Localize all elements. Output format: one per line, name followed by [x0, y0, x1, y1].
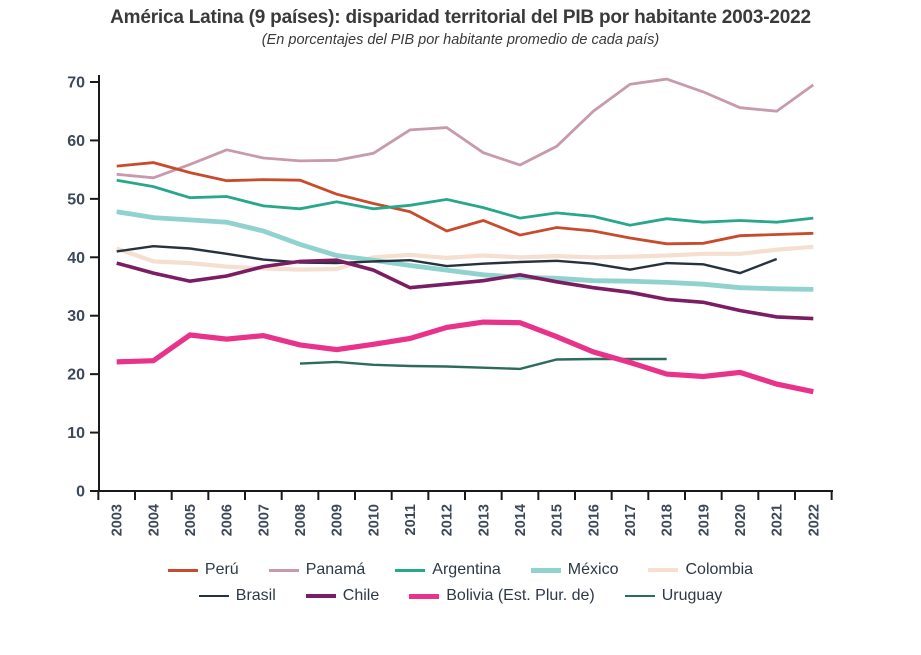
legend-label-panama: Panamá: [305, 561, 366, 578]
legend-swatch-brasil: [198, 595, 229, 597]
legend-item-colombia: Colombia: [648, 561, 753, 579]
legend-row-2: Brasil Chile Bolivia (Est. Plur. de) Urugua…: [0, 587, 921, 605]
legend-label-bolivia: Bolivia (Est. Plur. de): [446, 587, 595, 604]
plot-area: 0 10 20 30 40 50 60 70 2003 2004 2005 2006 2007 2008 2…: [67, 75, 833, 536]
legend-swatch-mexico: [530, 567, 561, 573]
x-tick-label: 2011: [403, 504, 419, 535]
legend-label-peru: Perú: [204, 561, 239, 578]
x-tick-label: 2012: [440, 504, 456, 536]
series-line-bolivia: [116, 319, 814, 395]
x-tick-label: 2019: [696, 504, 712, 536]
y-tick-label: 40: [67, 250, 85, 267]
x-tick-label: 2017: [623, 504, 639, 536]
x-tick-label: 2003: [110, 504, 126, 536]
x-tick-label: 2005: [183, 504, 199, 536]
x-tick-label: 2020: [733, 504, 749, 536]
x-tick-label: 2004: [146, 504, 162, 536]
y-tick-label: 20: [67, 367, 85, 384]
legend-label-uruguay: Uruguay: [661, 587, 723, 604]
legend-label-mexico: México: [567, 561, 619, 578]
legend-item-peru: Perú: [167, 561, 239, 579]
x-tick-label: 2015: [550, 504, 566, 536]
series-line-colombia: [116, 244, 814, 272]
x-tick-label: 2021: [770, 504, 786, 536]
x-tick-label: 2008: [293, 504, 309, 536]
series-line-peru: [116, 161, 814, 246]
legend-item-chile: Chile: [305, 587, 380, 605]
series-line-panama: [116, 77, 815, 180]
legend-item-uruguay: Uruguay: [624, 587, 723, 605]
y-tick-label: 10: [67, 425, 85, 442]
x-tick-label: 2009: [330, 504, 346, 536]
legend-swatch-argentina: [395, 568, 426, 572]
x-tick-label: 2013: [476, 504, 492, 536]
legend-swatch-peru: [167, 568, 198, 572]
legend-label-chile: Chile: [342, 587, 380, 604]
legend-item-panama: Panamá: [268, 561, 366, 579]
y-tick-label: 50: [67, 191, 85, 208]
legend-swatch-colombia: [648, 568, 679, 572]
legend-swatch-uruguay: [624, 595, 655, 597]
series-line-uruguay: [299, 357, 667, 371]
legend-item-argentina: Argentina: [395, 561, 501, 579]
legend-item-brasil: Brasil: [198, 587, 276, 605]
legend-row-1: Perú Panamá Argentina México Colombia: [0, 561, 921, 579]
x-tick-label: 2006: [220, 504, 236, 536]
x-tick-label: 2018: [660, 504, 676, 536]
y-tick-label: 30: [67, 308, 85, 325]
x-tick-label: 2010: [366, 504, 382, 536]
legend-swatch-chile: [305, 594, 336, 598]
x-tick-label: 2007: [256, 504, 272, 536]
chart-subtitle: (En porcentajes del PIB por habitante pr…: [261, 32, 660, 48]
legend-label-brasil: Brasil: [235, 587, 276, 604]
y-tick-label: 0: [76, 484, 85, 501]
x-tick-label: 2014: [513, 504, 529, 536]
legend-item-bolivia: Bolivia (Est. Plur. de): [409, 587, 595, 605]
x-tick-label: 2016: [586, 504, 602, 536]
legend-item-mexico: México: [530, 561, 619, 579]
legend-swatch-bolivia: [409, 593, 440, 599]
y-tick-label: 70: [67, 75, 85, 92]
y-tick-label: 60: [67, 133, 85, 150]
chart-title: América Latina (9 países): disparidad te…: [110, 7, 811, 28]
legend: Perú Panamá Argentina México Colombia Brasil…: [0, 561, 921, 605]
series-line-argentina: [116, 178, 814, 227]
x-tick-label: 2022: [806, 504, 822, 536]
legend-label-colombia: Colombia: [685, 561, 754, 578]
series-line-mexico: [116, 209, 814, 292]
series-line-brasil: [116, 244, 778, 275]
legend-label-argentina: Argentina: [432, 561, 501, 578]
series-line-chile: [116, 258, 814, 321]
legend-swatch-panama: [268, 568, 299, 572]
